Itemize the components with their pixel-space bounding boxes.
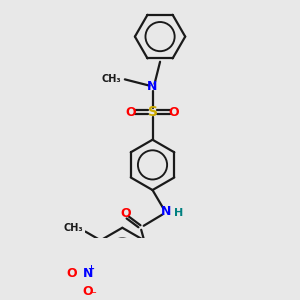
Text: CH₃: CH₃: [101, 74, 121, 84]
Text: O: O: [126, 106, 136, 118]
Text: O: O: [83, 285, 93, 298]
Text: N: N: [161, 205, 172, 218]
Text: N: N: [83, 266, 93, 280]
Text: N: N: [147, 80, 158, 93]
Text: S: S: [148, 105, 158, 119]
Text: O: O: [169, 106, 179, 118]
Text: +: +: [87, 263, 94, 272]
Text: O: O: [121, 207, 131, 220]
Text: O: O: [66, 266, 77, 280]
Text: ⁻: ⁻: [91, 290, 96, 300]
Text: H: H: [174, 208, 184, 218]
Text: CH₃: CH₃: [63, 223, 83, 233]
